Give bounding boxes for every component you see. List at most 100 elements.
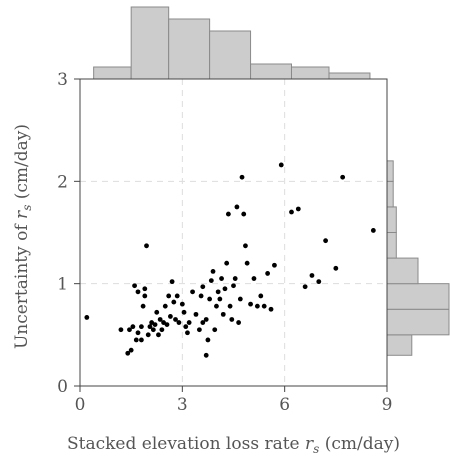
- data-point: [234, 204, 240, 210]
- data-point: [150, 327, 156, 333]
- y-tick-label: 1: [57, 275, 68, 295]
- data-point: [295, 206, 301, 212]
- data-point: [265, 271, 271, 276]
- data-point: [219, 276, 224, 281]
- data-point: [203, 317, 209, 322]
- data-point: [183, 324, 189, 330]
- data-point: [370, 228, 376, 233]
- data-point: [217, 296, 223, 302]
- data-point: [147, 324, 153, 330]
- data-point: [272, 262, 277, 268]
- data-point: [212, 327, 218, 333]
- y-marginal-histogram: [386, 160, 450, 356]
- y-hist-bar: [386, 160, 394, 182]
- data-point: [135, 289, 141, 295]
- y-axis: 0 1 2 3: [57, 70, 80, 397]
- y-hist-bar: [386, 308, 450, 336]
- data-point: [185, 330, 190, 336]
- data-point: [156, 332, 161, 338]
- data-point: [215, 289, 221, 295]
- data-point: [241, 211, 247, 217]
- data-point: [254, 303, 260, 309]
- x-marginal-histogram: [93, 6, 371, 80]
- data-point: [243, 243, 248, 249]
- data-point: [144, 243, 149, 249]
- x-hist-bar: [250, 63, 292, 80]
- data-point: [179, 301, 185, 307]
- y-hist-bar: [386, 206, 397, 234]
- data-point: [164, 322, 170, 327]
- x-hist-bar: [209, 30, 252, 80]
- y-tick-label: 3: [57, 70, 68, 90]
- data-point: [316, 279, 322, 285]
- x-hist-bar: [290, 66, 330, 80]
- data-point: [214, 303, 219, 309]
- data-point: [127, 327, 132, 333]
- data-point: [220, 311, 226, 317]
- data-point: [200, 320, 206, 325]
- data-point: [152, 322, 158, 327]
- x-tick-label: 9: [382, 395, 393, 415]
- data-point: [193, 311, 199, 317]
- data-point: [239, 174, 245, 180]
- data-point: [205, 337, 211, 343]
- data-point: [84, 315, 90, 320]
- data-point: [244, 260, 250, 266]
- data-point: [166, 293, 172, 299]
- data-point: [190, 289, 195, 295]
- data-point: [198, 293, 204, 299]
- data-point: [181, 309, 187, 315]
- data-point: [340, 174, 346, 180]
- y-hist-bar: [386, 283, 450, 310]
- data-point: [133, 337, 139, 343]
- data-point: [142, 286, 148, 292]
- data-point: [333, 265, 339, 271]
- data-points: [84, 162, 376, 358]
- y-axis-label: Uncertainty of rs (cm/day): [12, 124, 34, 349]
- data-point: [142, 293, 148, 299]
- data-point: [323, 238, 328, 244]
- data-point: [186, 320, 192, 325]
- x-hist-bar: [168, 18, 211, 80]
- data-point: [309, 273, 315, 278]
- data-point: [162, 303, 168, 309]
- data-point: [203, 352, 209, 358]
- data-point: [125, 350, 131, 356]
- data-point: [251, 276, 257, 281]
- x-tick-label: 3: [177, 395, 188, 415]
- data-point: [207, 296, 213, 302]
- data-point: [200, 284, 206, 290]
- data-point: [231, 283, 236, 289]
- data-point: [227, 303, 233, 309]
- data-point: [225, 211, 231, 217]
- data-point: [140, 303, 146, 309]
- x-hist-bar: [328, 72, 371, 80]
- x-tick-label: 6: [279, 395, 290, 415]
- x-hist-bar: [130, 6, 170, 80]
- x-axis: 0 3 6 9: [75, 386, 393, 415]
- data-point: [173, 317, 178, 322]
- data-point: [139, 337, 144, 343]
- data-point: [145, 332, 151, 338]
- data-point: [167, 314, 173, 319]
- data-point: [169, 279, 175, 285]
- data-point: [208, 278, 214, 283]
- y-hist-bar: [386, 334, 413, 356]
- data-point: [232, 276, 238, 281]
- y-tick-label: 2: [57, 172, 68, 192]
- x-tick-label: 0: [75, 395, 86, 415]
- data-point: [128, 347, 134, 353]
- data-point: [229, 317, 235, 322]
- y-tick-label: 0: [57, 377, 68, 397]
- data-point: [236, 320, 242, 325]
- data-point: [261, 303, 267, 309]
- data-point: [224, 260, 230, 266]
- grid-lines: [80, 79, 387, 386]
- data-point: [237, 296, 243, 302]
- data-point: [248, 301, 253, 307]
- y-hist-bar: [386, 257, 419, 285]
- data-point: [222, 286, 228, 292]
- data-point: [154, 309, 160, 315]
- data-point: [210, 268, 216, 274]
